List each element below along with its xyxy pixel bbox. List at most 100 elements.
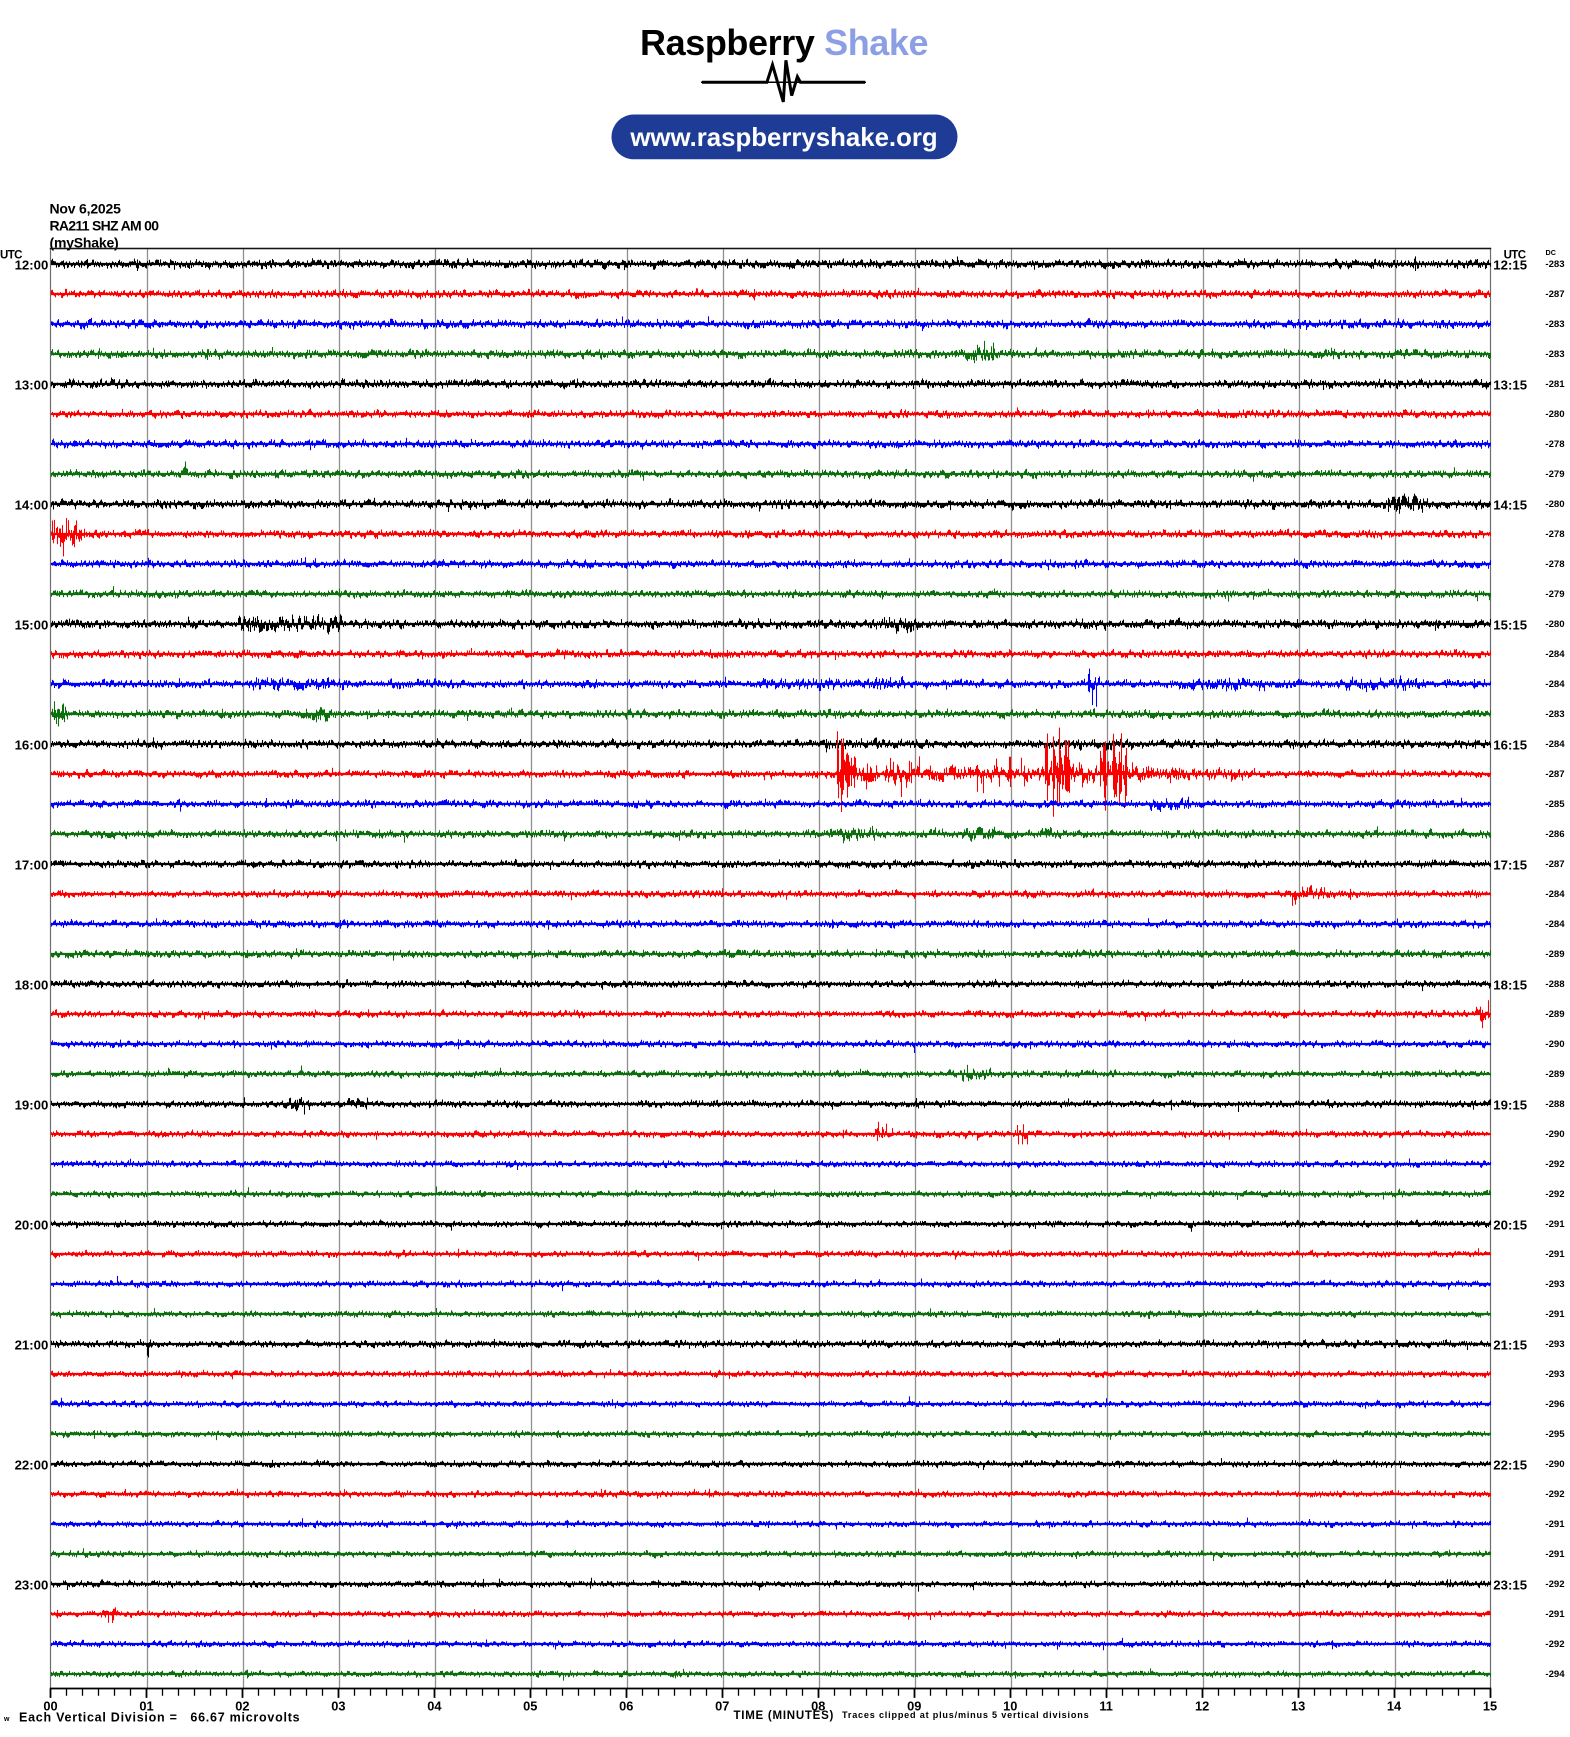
svg-text:-288: -288 <box>1545 1099 1565 1110</box>
svg-text:-291: -291 <box>1545 1549 1565 1560</box>
svg-text:11: 11 <box>1099 1699 1113 1714</box>
svg-text:23:00: 23:00 <box>15 1577 49 1592</box>
svg-text:-292: -292 <box>1545 1489 1564 1500</box>
svg-text:-293: -293 <box>1545 1339 1564 1350</box>
svg-text:-284: -284 <box>1545 889 1565 900</box>
svg-text:-296: -296 <box>1545 1399 1564 1410</box>
svg-text:-291: -291 <box>1545 1609 1565 1620</box>
svg-text:-280: -280 <box>1545 409 1564 420</box>
svg-text:-280: -280 <box>1545 619 1564 630</box>
svg-text:15:00: 15:00 <box>15 617 49 632</box>
svg-text:22:00: 22:00 <box>15 1457 49 1472</box>
svg-text:-278: -278 <box>1545 439 1565 450</box>
svg-text:UTC: UTC <box>0 250 22 262</box>
svg-text:-287: -287 <box>1545 859 1564 870</box>
svg-text:-287: -287 <box>1545 769 1564 780</box>
svg-text:16:00: 16:00 <box>15 737 49 752</box>
svg-text:-281: -281 <box>1545 379 1565 390</box>
svg-text:Traces clipped at plus/minus 5: Traces clipped at plus/minus 5 vertical … <box>842 1710 1089 1720</box>
svg-text:w: w <box>3 1716 10 1723</box>
svg-text:14:00: 14:00 <box>15 497 49 512</box>
svg-text:12: 12 <box>1195 1699 1209 1714</box>
svg-text:-284: -284 <box>1545 919 1565 930</box>
svg-text:-285: -285 <box>1545 799 1565 810</box>
svg-text:-295: -295 <box>1545 1429 1565 1440</box>
svg-text:04: 04 <box>427 1699 442 1714</box>
svg-text:17:15: 17:15 <box>1493 857 1527 872</box>
svg-text:RA211 SHZ AM 00: RA211 SHZ AM 00 <box>50 217 160 233</box>
svg-text:12:00: 12:00 <box>15 257 49 272</box>
svg-text:06: 06 <box>619 1699 633 1714</box>
svg-text:-290: -290 <box>1545 1129 1564 1140</box>
svg-text:18:00: 18:00 <box>15 977 49 992</box>
svg-text:-283: -283 <box>1545 259 1564 270</box>
svg-text:-289: -289 <box>1545 1009 1564 1020</box>
svg-text:15: 15 <box>1483 1699 1497 1714</box>
svg-text:21:00: 21:00 <box>15 1337 49 1352</box>
svg-text:20:00: 20:00 <box>15 1217 49 1232</box>
svg-text:-284: -284 <box>1545 649 1565 660</box>
svg-text:-292: -292 <box>1545 1159 1564 1170</box>
svg-text:00: 00 <box>43 1699 57 1714</box>
svg-text:-279: -279 <box>1545 589 1564 600</box>
svg-text:10: 10 <box>1003 1699 1017 1714</box>
svg-text:-293: -293 <box>1545 1279 1564 1290</box>
svg-text:www.raspberryshake.org: www.raspberryshake.org <box>629 124 937 152</box>
svg-text:-284: -284 <box>1545 739 1565 750</box>
svg-text:12:15: 12:15 <box>1493 257 1527 272</box>
svg-text:-279: -279 <box>1545 469 1564 480</box>
svg-text:08: 08 <box>811 1699 825 1714</box>
svg-text:22:15: 22:15 <box>1493 1457 1527 1472</box>
svg-text:Each Vertical Division = 66.: Each Vertical Division = 66.67 microvolt… <box>19 1711 300 1725</box>
svg-text:19:15: 19:15 <box>1493 1097 1527 1112</box>
svg-text:-290: -290 <box>1545 1459 1564 1470</box>
svg-text:-289: -289 <box>1545 1069 1564 1080</box>
svg-text:03: 03 <box>331 1699 345 1714</box>
svg-text:07: 07 <box>715 1699 729 1714</box>
svg-text:-292: -292 <box>1545 1189 1564 1200</box>
svg-text:TIME (MINUTES): TIME (MINUTES) <box>734 1710 835 1722</box>
svg-text:19:00: 19:00 <box>15 1097 49 1112</box>
svg-text:14:15: 14:15 <box>1493 497 1527 512</box>
svg-text:(myShake): (myShake) <box>50 234 119 250</box>
svg-text:-280: -280 <box>1545 499 1564 510</box>
svg-text:13: 13 <box>1291 1699 1305 1714</box>
svg-text:Nov 6,2025: Nov 6,2025 <box>50 200 122 216</box>
svg-text:18:15: 18:15 <box>1493 977 1527 992</box>
svg-text:05: 05 <box>523 1699 537 1714</box>
svg-text:-293: -293 <box>1545 1369 1564 1380</box>
svg-text:-283: -283 <box>1545 349 1564 360</box>
svg-text:15:15: 15:15 <box>1493 617 1527 632</box>
svg-text:-284: -284 <box>1545 679 1565 690</box>
svg-text:-291: -291 <box>1545 1519 1565 1530</box>
svg-text:-291: -291 <box>1545 1219 1565 1230</box>
svg-text:-283: -283 <box>1545 709 1564 720</box>
svg-text:-288: -288 <box>1545 979 1565 990</box>
svg-text:-287: -287 <box>1545 289 1564 300</box>
svg-text:-278: -278 <box>1545 529 1565 540</box>
svg-text:20:15: 20:15 <box>1493 1217 1527 1232</box>
svg-text:UTC: UTC <box>1504 249 1526 261</box>
svg-text:14: 14 <box>1387 1699 1402 1714</box>
svg-text:-278: -278 <box>1545 559 1565 570</box>
svg-text:21:15: 21:15 <box>1493 1337 1527 1352</box>
svg-text:-294: -294 <box>1545 1669 1565 1680</box>
svg-text:01: 01 <box>139 1699 153 1714</box>
svg-text:-292: -292 <box>1545 1579 1564 1590</box>
svg-text:-292: -292 <box>1545 1639 1564 1650</box>
svg-text:16:15: 16:15 <box>1493 737 1527 752</box>
svg-text:13:00: 13:00 <box>15 377 49 392</box>
svg-text:-291: -291 <box>1545 1309 1565 1320</box>
svg-text:13:15: 13:15 <box>1493 377 1527 392</box>
svg-text:-283: -283 <box>1545 319 1564 330</box>
svg-text:DC: DC <box>1546 248 1556 257</box>
svg-text:02: 02 <box>235 1699 249 1714</box>
svg-text:-286: -286 <box>1545 829 1564 840</box>
svg-text:Raspberry Shake: Raspberry Shake <box>640 22 928 63</box>
svg-text:17:00: 17:00 <box>15 857 49 872</box>
svg-text:09: 09 <box>907 1699 921 1714</box>
svg-text:-291: -291 <box>1545 1249 1565 1260</box>
svg-text:-290: -290 <box>1545 1039 1564 1050</box>
svg-text:-289: -289 <box>1545 949 1564 960</box>
svg-text:23:15: 23:15 <box>1493 1577 1527 1592</box>
